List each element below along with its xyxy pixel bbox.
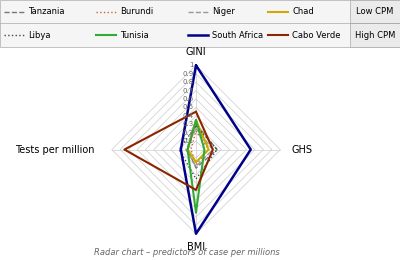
Text: 0.8: 0.8 (182, 79, 194, 85)
Text: BMI: BMI (187, 242, 205, 252)
Text: Burundi: Burundi (120, 7, 153, 16)
Text: 0.6: 0.6 (182, 96, 194, 102)
Text: Niger: Niger (212, 7, 235, 16)
Text: Tests per million: Tests per million (16, 145, 95, 154)
Text: 0.9: 0.9 (182, 71, 194, 77)
Text: 0.1: 0.1 (182, 138, 194, 144)
Text: 0.5: 0.5 (182, 105, 194, 110)
Text: GHS: GHS (291, 145, 312, 154)
Text: Chad: Chad (292, 7, 314, 16)
Text: 0.2: 0.2 (182, 130, 194, 136)
Text: GINI: GINI (186, 47, 206, 57)
Text: 0.4: 0.4 (182, 113, 194, 119)
Text: Radar chart – predictors of case per millions: Radar chart – predictors of case per mil… (94, 248, 280, 257)
Text: 0.3: 0.3 (182, 121, 194, 127)
Text: Low CPM: Low CPM (356, 7, 394, 16)
Text: 1: 1 (189, 62, 194, 68)
Text: 0.7: 0.7 (182, 88, 194, 94)
Text: Libya: Libya (28, 31, 50, 40)
Text: Tunisia: Tunisia (120, 31, 149, 40)
Text: Cabo Verde: Cabo Verde (292, 31, 340, 40)
Text: Tanzania: Tanzania (28, 7, 64, 16)
Bar (350, 23, 400, 47)
Text: High CPM: High CPM (355, 31, 395, 40)
Bar (350, 0, 400, 23)
Text: South Africa: South Africa (212, 31, 263, 40)
